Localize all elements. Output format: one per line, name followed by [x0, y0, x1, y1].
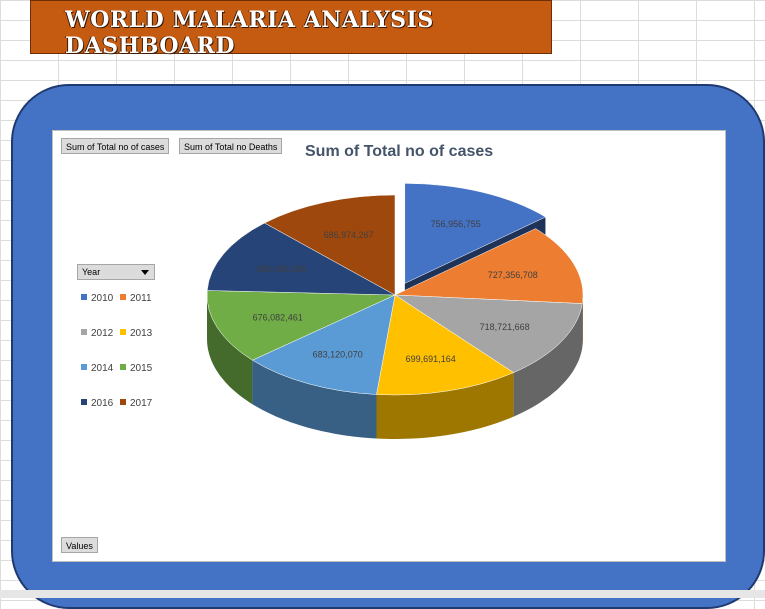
legend-item-2013: 2013	[120, 328, 152, 339]
legend-swatch	[81, 399, 87, 405]
pie-slice-2015	[206, 290, 396, 361]
legend-label: 2011	[130, 293, 152, 304]
pivot-chart-area[interactable]: Sum of Total no of cases Sum of Total no…	[52, 130, 726, 562]
pie-slice-2016	[206, 222, 396, 296]
legend-item-2011: 2011	[120, 293, 152, 304]
legend-swatch	[120, 329, 126, 335]
legend-label: 2014	[91, 363, 114, 374]
data-label-2012: 718,721,668	[480, 322, 530, 332]
year-filter-label: Year	[82, 267, 101, 277]
pie-slice-2017	[264, 194, 396, 296]
pie-chart: 756,956,755 727,356,708 718,721,668 699,691…	[206, 183, 584, 439]
year-filter-dropdown[interactable]: Year	[77, 264, 155, 280]
chart-title: Sum of Total no of cases	[305, 143, 494, 160]
data-label-2016: 680,066,365	[257, 264, 307, 274]
legend-swatch	[81, 329, 87, 335]
pie-slice-side-2012	[513, 303, 583, 417]
legend-swatch	[120, 364, 126, 370]
dashboard-title-banner: WORLD MALARIA ANALYSIS DASHBOARD	[30, 0, 552, 59]
pie-slice-2012	[394, 294, 583, 373]
field-button-total-cases[interactable]: Sum of Total no of cases	[61, 138, 170, 154]
data-label-2017: 686,974,267	[324, 230, 374, 240]
legend-label: 2016	[91, 398, 114, 409]
legend-label: 2012	[91, 328, 114, 339]
data-label-2013: 699,691,164	[406, 354, 456, 364]
field-button-total-deaths[interactable]: Sum of Total no Deaths	[179, 138, 283, 154]
values-button[interactable]: Values	[61, 537, 98, 553]
data-label-2014: 683,120,070	[313, 350, 363, 360]
pie-slice-side-2014	[252, 360, 377, 439]
legend-item-2016: 2016	[81, 398, 113, 409]
legend-swatch	[81, 294, 87, 300]
chevron-down-icon[interactable]	[141, 270, 149, 275]
data-label-2015: 676,082,461	[253, 313, 303, 323]
legend-item-2015: 2015	[120, 363, 152, 374]
pie-slice-2013	[376, 294, 515, 396]
dashboard-title: WORLD MALARIA ANALYSIS DASHBOARD	[65, 7, 434, 59]
legend-label: 2013	[130, 328, 153, 339]
pie-slice-2010	[404, 183, 547, 284]
sheet-bottom-strip	[0, 590, 765, 598]
legend-item-2014: 2014	[81, 363, 113, 374]
legend-swatch	[81, 364, 87, 370]
legend-item-2012: 2012	[81, 328, 113, 339]
data-label-2011: 727,356,708	[488, 270, 538, 280]
legend-swatch	[120, 294, 126, 300]
pie-slice-side-2011	[582, 295, 583, 348]
pie-slice-2011	[394, 228, 584, 304]
pie-slice-side-2015	[207, 295, 253, 405]
data-label-2010: 756,956,755	[431, 219, 481, 229]
pie-slice-2014	[251, 294, 396, 395]
legend-item-2010: 2010	[81, 293, 113, 304]
legend-label: 2010	[91, 293, 114, 304]
legend-swatch	[120, 399, 126, 405]
legend-label: 2017	[130, 398, 153, 409]
pie-slice-side-2013	[376, 372, 514, 439]
legend-item-2017: 2017	[120, 398, 152, 409]
legend-label: 2015	[130, 363, 153, 374]
